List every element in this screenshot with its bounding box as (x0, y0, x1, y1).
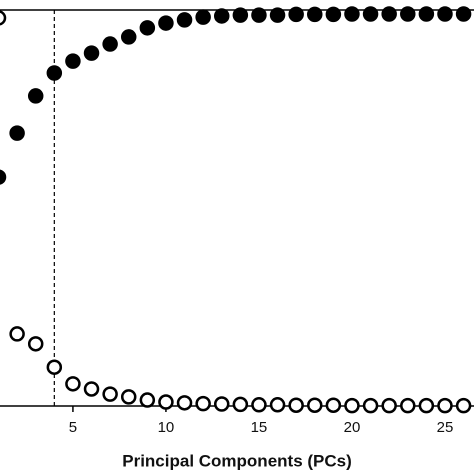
filled-point (120, 29, 137, 45)
open-point (46, 359, 63, 375)
filled-point (418, 6, 435, 22)
open-point (9, 326, 25, 342)
open-point (325, 397, 342, 413)
x-tick-label: 20 (344, 419, 361, 436)
filled-point (213, 8, 230, 24)
filled-point (27, 88, 44, 104)
open-point (213, 396, 230, 412)
open-point (83, 381, 100, 397)
filled-point (269, 7, 286, 23)
x-axis-title: Principal Components (PCs) (122, 451, 352, 470)
open-point (269, 397, 286, 413)
x-tick-label: 5 (69, 419, 77, 436)
open-point (0, 10, 7, 26)
filled-point (400, 6, 416, 22)
open-point (381, 397, 397, 414)
filled-point (344, 6, 360, 22)
filled-point (65, 53, 81, 69)
filled-point (0, 169, 7, 185)
filled-point (46, 65, 63, 81)
filled-point (325, 6, 342, 23)
open-point (120, 389, 137, 405)
filled-point (232, 7, 249, 23)
x-tick-label: 10 (158, 419, 175, 436)
filled-point (158, 15, 174, 31)
filled-point (9, 125, 25, 141)
open-point (195, 395, 211, 412)
open-point (251, 397, 267, 413)
open-point (232, 396, 249, 413)
open-point (27, 336, 44, 352)
open-point (418, 397, 435, 414)
open-point (455, 397, 472, 414)
open-point (307, 397, 323, 413)
open-point (288, 397, 304, 413)
filled-point (362, 6, 379, 22)
filled-point (83, 45, 100, 61)
filled-point (455, 6, 472, 22)
filled-point (139, 20, 156, 36)
x-tick-label: 15 (251, 419, 268, 436)
filled-point (288, 6, 304, 23)
filled-point (195, 9, 211, 25)
open-point (102, 386, 118, 402)
filled-point (251, 7, 267, 23)
open-point (139, 392, 156, 408)
open-point (400, 397, 416, 414)
x-tick-label: 25 (437, 419, 454, 436)
filled-point (176, 12, 193, 28)
filled-point (102, 36, 118, 52)
open-point (176, 395, 193, 411)
open-point (65, 376, 81, 392)
open-point (158, 394, 174, 410)
open-point (362, 397, 379, 414)
open-point (437, 397, 453, 414)
filled-point (437, 6, 453, 22)
filled-point (381, 6, 397, 22)
open-point (344, 397, 360, 414)
filled-point (307, 6, 323, 23)
